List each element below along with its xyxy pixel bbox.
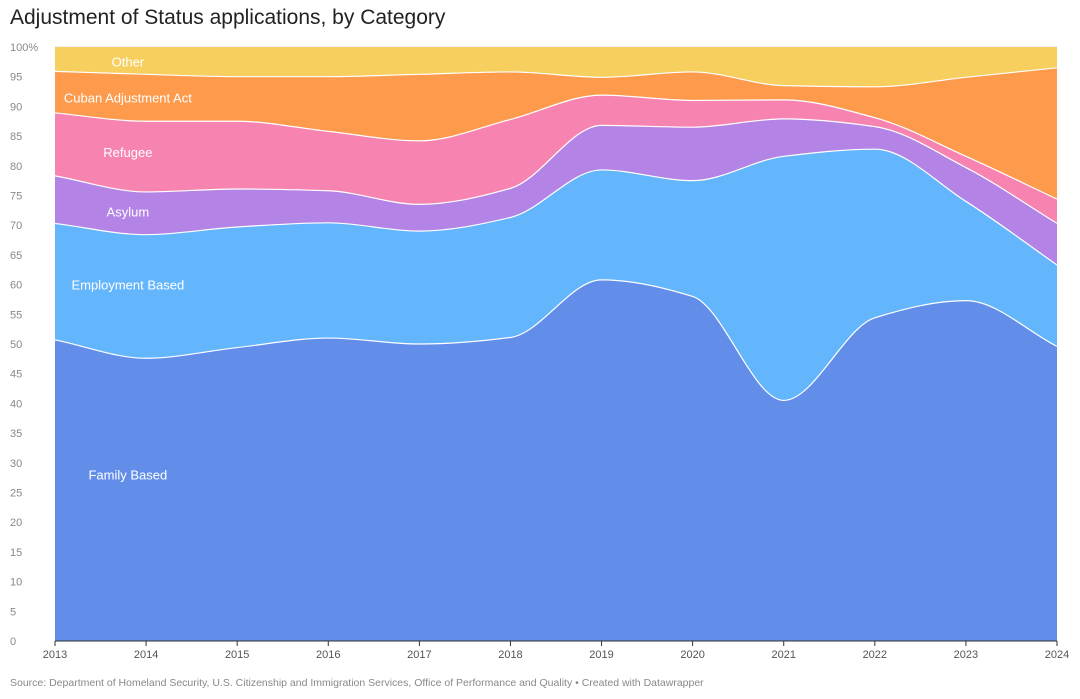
y-tick-label: 0 (10, 636, 16, 648)
y-tick-label: 65 (10, 250, 22, 262)
y-tick-label: 100% (10, 42, 38, 54)
x-tick-label: 2016 (316, 649, 340, 661)
y-tick-label: 95 (10, 72, 22, 84)
series-label-other: Other (112, 54, 145, 69)
boundary-refugee (54, 94, 1058, 200)
y-tick-label: 10 (10, 577, 22, 589)
y-tick-label: 90 (10, 101, 22, 113)
y-tick-label: 85 (10, 131, 22, 143)
series-labels: Family Based Employment Based Asylum Refuge… (64, 54, 192, 482)
area-other (55, 47, 1057, 87)
y-tick-label: 70 (10, 220, 22, 232)
x-tick-label: 2020 (680, 649, 704, 661)
y-tick-label: 45 (10, 369, 22, 381)
y-tick-label: 30 (10, 458, 22, 470)
x-tick-label: 2023 (954, 649, 978, 661)
x-tick-label: 2013 (43, 649, 67, 661)
area-family-based (55, 279, 1057, 641)
y-tick-label: 80 (10, 161, 22, 173)
y-tick-label: 50 (10, 339, 22, 351)
y-tick-label: 5 (10, 606, 16, 618)
y-tick-label: 15 (10, 547, 22, 559)
area-asylum (55, 118, 1057, 266)
y-tick-label: 20 (10, 517, 22, 529)
x-tick-label: 2019 (589, 649, 613, 661)
x-tick-label: 2015 (225, 649, 249, 661)
y-tick-label: 75 (10, 191, 22, 203)
boundary-asylum (54, 118, 1058, 224)
series-label-asylum: Asylum (107, 205, 150, 220)
x-tick-label: 2018 (498, 649, 522, 661)
x-tick-label: 2024 (1045, 649, 1069, 661)
area-refugee (55, 95, 1057, 224)
y-tick-label: 35 (10, 428, 22, 440)
x-tick-label: 2022 (863, 649, 887, 661)
series-label-family-based: Family Based (88, 468, 167, 483)
x-tick-label: 2021 (771, 649, 795, 661)
series-label-cuban-adjustment-act: Cuban Adjustment Act (64, 90, 192, 105)
boundary-family-based (54, 279, 1058, 402)
series-label-refugee: Refugee (103, 145, 152, 160)
x-tick-label: 2014 (134, 649, 158, 661)
boundary-cuban-adjustment-act (54, 67, 1058, 88)
area-cuban-adjustment-act (55, 67, 1057, 200)
area-employment-based (55, 149, 1057, 401)
y-tick-label: 25 (10, 488, 22, 500)
chart-title: Adjustment of Status applications, by Ca… (10, 6, 446, 29)
y-tick-label: 60 (10, 280, 22, 292)
source-note: Source: Department of Homeland Security,… (10, 677, 704, 689)
y-tick-label: 40 (10, 398, 22, 410)
boundary-employment-based (54, 148, 1058, 266)
x-tick-label: 2017 (407, 649, 431, 661)
y-tick-label: 55 (10, 309, 22, 321)
axes: 0 5 10 15 20 25 30 35 40 45 50 55 60 65 70 75 80 85 90 95 10… (10, 42, 1069, 661)
area-series (54, 47, 1058, 641)
series-label-employment-based: Employment Based (72, 278, 185, 293)
